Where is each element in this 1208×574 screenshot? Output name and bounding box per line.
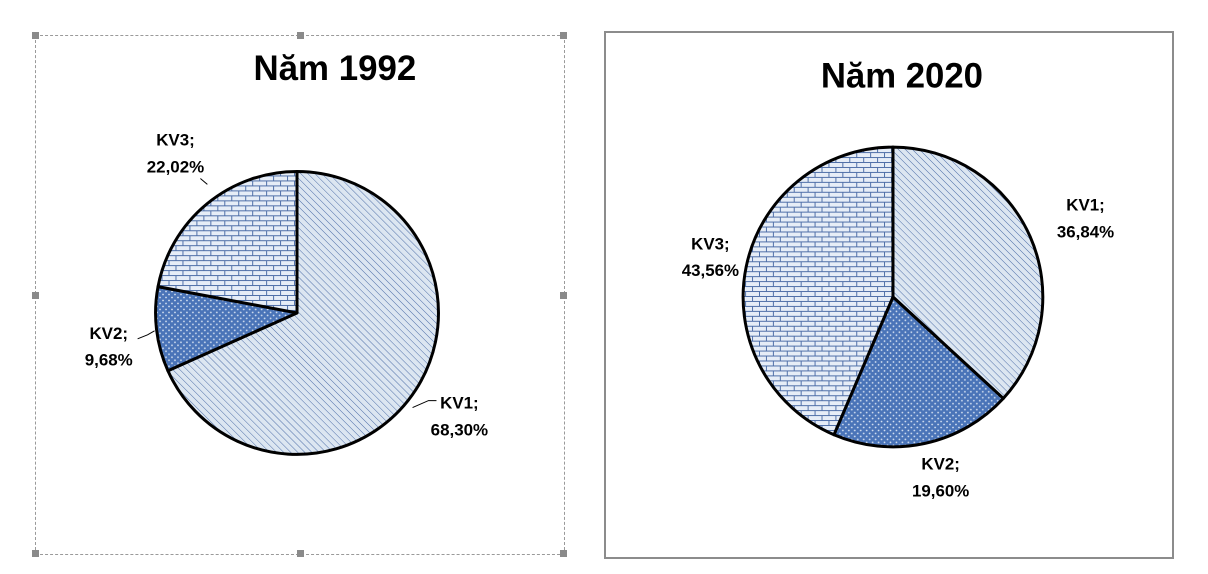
chart-title-2020: Năm 2020 bbox=[821, 58, 983, 96]
pie-chart-2020: KV1; 36,84% KV2; 19,60% KV3; 43,56% Năm 2020 bbox=[682, 58, 1114, 501]
slice-label-kv1-value: 68,30% bbox=[431, 420, 488, 439]
leader-line-kv3 bbox=[200, 178, 208, 185]
slice-label-kv1-name: KV1; bbox=[440, 394, 479, 413]
chart-title-1992: Năm 1992 bbox=[253, 49, 416, 88]
slice-label-kv1-value: 36,84% bbox=[1057, 222, 1114, 241]
resize-handle-bottom-right[interactable] bbox=[560, 550, 567, 557]
slice-label-kv2-value: 9,68% bbox=[85, 351, 133, 370]
slice-label-kv2-name: KV2; bbox=[921, 455, 959, 474]
slice-label-kv2-name: KV2; bbox=[89, 324, 128, 343]
resize-handle-bottom[interactable] bbox=[297, 550, 304, 557]
pie-slice-kv1 bbox=[891, 145, 1045, 400]
slice-label-kv1-name: KV1; bbox=[1066, 196, 1104, 215]
leader-line-kv2 bbox=[137, 330, 155, 340]
pie-slice-kv1 bbox=[166, 169, 440, 456]
resize-handle-left[interactable] bbox=[32, 292, 39, 299]
pie-slice-kv3 bbox=[741, 145, 895, 437]
slice-label-kv3-value: 43,56% bbox=[682, 261, 739, 280]
pie-chart-1992: KV1; 68,30% KV2; 9,68% KV3; 22,02% Năm 1992 bbox=[85, 49, 488, 456]
chart-1992-frame[interactable]: KV1; 68,30% KV2; 9,68% KV3; 22,02% Năm 1992 bbox=[32, 32, 567, 557]
resize-handle-top[interactable] bbox=[297, 32, 304, 39]
slice-label-kv2-value: 19,60% bbox=[912, 481, 969, 500]
chart-2020-frame[interactable]: KV1; 36,84% KV2; 19,60% KV3; 43,56% Năm 2020 bbox=[604, 31, 1174, 559]
slice-label-kv3-name: KV3; bbox=[156, 131, 195, 150]
resize-handle-top-right[interactable] bbox=[560, 32, 567, 39]
slice-label-kv3-value: 22,02% bbox=[147, 157, 204, 176]
slice-label-kv3-name: KV3; bbox=[691, 234, 729, 253]
pie-slice-kv2 bbox=[832, 295, 1005, 449]
resize-handle-bottom-left[interactable] bbox=[32, 550, 39, 557]
pie-slice-kv3 bbox=[156, 169, 299, 315]
resize-handle-top-left[interactable] bbox=[32, 32, 39, 39]
leader-line-kv1 bbox=[412, 400, 437, 409]
resize-handle-right[interactable] bbox=[560, 292, 567, 299]
